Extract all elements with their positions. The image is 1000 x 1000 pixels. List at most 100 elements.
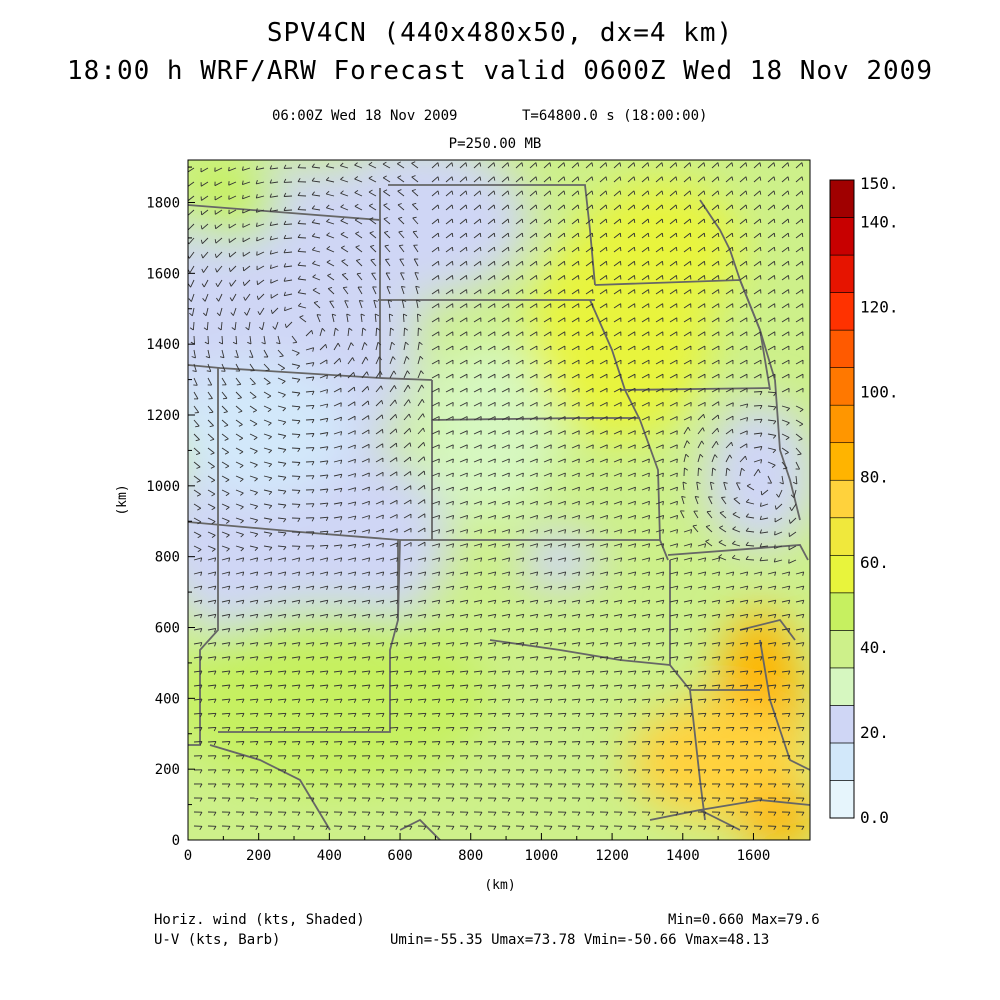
wind-barb (277, 545, 287, 548)
wind-barb-flag (200, 642, 203, 647)
wind-barb-flag (339, 727, 343, 732)
wind-barb-flag (225, 520, 230, 524)
wind-barb (725, 260, 733, 267)
wind-barb-flag (508, 487, 510, 492)
wind-barb (795, 656, 804, 659)
wind-barb (613, 698, 623, 701)
wind-barb (739, 741, 749, 743)
wind-barb (403, 342, 406, 351)
wind-barb (515, 613, 524, 617)
wind-barb (627, 571, 636, 575)
wind-barb-flag (368, 175, 373, 179)
wind-barb (431, 628, 440, 631)
wind-barb (641, 345, 650, 351)
wind-barb (585, 260, 593, 267)
wind-barb (739, 468, 743, 477)
wind-barb (207, 628, 216, 631)
wind-barb-flag (325, 713, 329, 718)
wind-barb (739, 162, 747, 169)
wind-barb (585, 444, 594, 449)
wind-barb-flag (283, 178, 287, 183)
wind-barb-flag (466, 487, 468, 492)
wind-barb-flag (633, 741, 637, 746)
wind-barb (445, 289, 453, 295)
wind-barb-flag (423, 741, 427, 746)
wind-barb (669, 218, 677, 225)
wind-barb (705, 540, 713, 547)
wind-barb-flag (633, 190, 636, 195)
wind-barb-flag (633, 698, 637, 703)
wind-barb (402, 313, 405, 323)
wind-barb-flag (745, 727, 749, 732)
wind-barb (571, 458, 580, 463)
wind-barb-flag (535, 190, 538, 195)
wind-barb-flag (213, 741, 217, 746)
wind-barb-flag (423, 713, 427, 718)
wind-barb-flag (689, 176, 692, 181)
wind-barb-flag (255, 741, 259, 746)
wind-barb (219, 307, 223, 316)
wind-barb (781, 656, 790, 659)
wind-barb (326, 165, 335, 169)
wind-barb (235, 335, 238, 345)
wind-barb-flag (606, 515, 609, 520)
wind-barb (305, 376, 314, 379)
wind-barb (774, 545, 783, 549)
wind-barb-flag (703, 713, 707, 718)
wind-barb (641, 260, 649, 267)
wind-barb (627, 670, 636, 673)
wind-barb (739, 585, 748, 589)
wind-barb (669, 317, 678, 323)
wind-barb-flag (438, 501, 440, 506)
wind-barb (291, 363, 300, 367)
wind-barb (711, 218, 719, 225)
wind-barb-flag (606, 472, 608, 478)
wind-barb-flag (382, 628, 385, 633)
wind-barb (501, 359, 510, 365)
wind-barb (235, 517, 244, 522)
wind-barb (669, 585, 678, 589)
wind-barb-flag (774, 614, 777, 619)
wind-barb (697, 467, 699, 477)
wind-barb (613, 162, 621, 169)
wind-barb-flag (773, 233, 776, 238)
wind-barb-flag (210, 466, 215, 469)
wind-barb (291, 571, 300, 575)
wind-barb-flag (647, 190, 650, 195)
wind-barb (249, 335, 252, 344)
wind-barb (375, 443, 383, 449)
wind-barb (739, 289, 747, 295)
wind-barb (641, 246, 649, 253)
wind-barb-flag (253, 423, 258, 427)
wind-barb (781, 218, 789, 225)
wind-barb-flag (217, 327, 222, 331)
wind-barb (543, 472, 552, 477)
wind-barb (669, 458, 678, 463)
wind-barb-flag (479, 755, 483, 760)
wind-barb-flag (228, 656, 231, 661)
wind-barb (329, 301, 335, 309)
wind-barb-flag (634, 628, 637, 633)
wind-barb (641, 387, 650, 393)
wind-barb (305, 656, 314, 659)
wind-barb (221, 712, 231, 715)
wind-barb-flag (801, 233, 804, 238)
wind-barb (529, 373, 538, 379)
wind-barb (397, 218, 405, 225)
wind-barb (370, 259, 377, 267)
wind-barb (557, 190, 565, 197)
wind-barb (627, 218, 635, 225)
wind-barb-flag (745, 684, 749, 689)
wind-barb (501, 331, 510, 337)
wind-barb (193, 475, 201, 482)
wind-barb-flag (225, 465, 230, 469)
wind-barb (333, 656, 342, 659)
wind-barb (679, 510, 685, 519)
wind-barb (193, 599, 202, 603)
wind-barb (333, 613, 342, 617)
wind-barb-flag (536, 600, 539, 605)
wind-barb (249, 741, 259, 743)
wind-barb (459, 557, 468, 561)
wind-barb-flag (717, 176, 720, 181)
wind-barb-flag (779, 482, 784, 485)
